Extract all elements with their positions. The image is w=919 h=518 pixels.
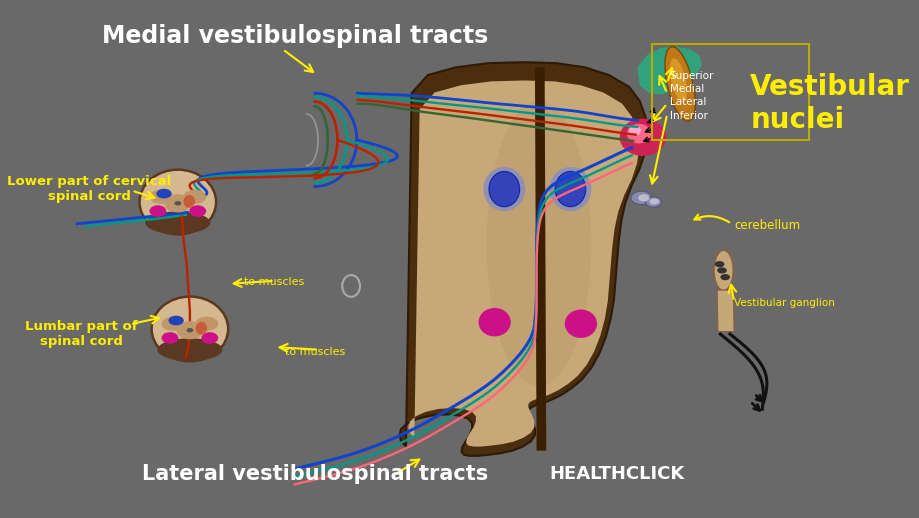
- Ellipse shape: [201, 332, 218, 344]
- Ellipse shape: [717, 293, 733, 318]
- Ellipse shape: [482, 167, 525, 211]
- Ellipse shape: [549, 167, 591, 211]
- Text: Superior
Medial
Lateral
Inferior: Superior Medial Lateral Inferior: [669, 71, 713, 121]
- Text: Vestibular ganglion: Vestibular ganglion: [733, 298, 834, 308]
- Ellipse shape: [145, 211, 210, 234]
- Text: cerebellum: cerebellum: [733, 219, 800, 232]
- Ellipse shape: [195, 316, 218, 331]
- Polygon shape: [637, 47, 701, 94]
- Circle shape: [638, 194, 649, 202]
- Circle shape: [645, 197, 661, 207]
- Text: to muscles: to muscles: [284, 347, 345, 357]
- Ellipse shape: [478, 308, 510, 337]
- Ellipse shape: [162, 316, 185, 331]
- Ellipse shape: [183, 190, 206, 204]
- Ellipse shape: [486, 101, 591, 386]
- Circle shape: [720, 274, 730, 280]
- Ellipse shape: [140, 170, 216, 235]
- Ellipse shape: [149, 205, 166, 217]
- Ellipse shape: [489, 171, 519, 207]
- Ellipse shape: [629, 125, 641, 136]
- Ellipse shape: [168, 315, 184, 325]
- Circle shape: [717, 267, 726, 274]
- Ellipse shape: [554, 171, 585, 207]
- Ellipse shape: [162, 332, 178, 344]
- Ellipse shape: [152, 296, 228, 362]
- Ellipse shape: [149, 190, 172, 204]
- Polygon shape: [717, 290, 733, 332]
- Polygon shape: [399, 62, 647, 456]
- Ellipse shape: [626, 124, 651, 143]
- Polygon shape: [534, 67, 546, 451]
- Ellipse shape: [189, 205, 206, 217]
- Text: Medial vestibulospinal tracts: Medial vestibulospinal tracts: [101, 24, 487, 48]
- Circle shape: [175, 201, 181, 206]
- Text: Lumbar part of
spinal cord: Lumbar part of spinal cord: [25, 320, 137, 348]
- Circle shape: [630, 191, 652, 205]
- Ellipse shape: [669, 59, 686, 102]
- Ellipse shape: [196, 322, 207, 335]
- Ellipse shape: [156, 189, 172, 198]
- Circle shape: [187, 328, 193, 333]
- Ellipse shape: [564, 310, 596, 338]
- Text: Lateral vestibulospinal tracts: Lateral vestibulospinal tracts: [142, 464, 487, 484]
- Ellipse shape: [713, 250, 732, 291]
- Text: HEALTHCLICK: HEALTHCLICK: [549, 465, 684, 483]
- Ellipse shape: [664, 47, 695, 121]
- Ellipse shape: [184, 195, 195, 208]
- Ellipse shape: [176, 321, 203, 339]
- Ellipse shape: [165, 194, 191, 212]
- Circle shape: [649, 198, 658, 205]
- Text: Vestibular
nuclei: Vestibular nuclei: [749, 74, 909, 134]
- Text: Lower part of cervical
spinal cord: Lower part of cervical spinal cord: [7, 175, 171, 203]
- Text: to muscles: to muscles: [244, 277, 304, 287]
- Polygon shape: [408, 80, 639, 447]
- Circle shape: [714, 261, 723, 267]
- Ellipse shape: [618, 119, 665, 156]
- Ellipse shape: [157, 338, 222, 361]
